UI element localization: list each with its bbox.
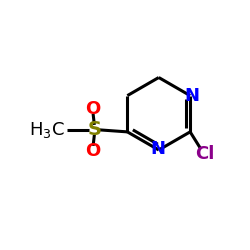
Text: N: N bbox=[185, 87, 200, 104]
Text: Cl: Cl bbox=[196, 144, 215, 162]
Text: O: O bbox=[86, 142, 101, 160]
Text: N: N bbox=[150, 140, 165, 158]
Text: O: O bbox=[86, 100, 101, 118]
Text: S: S bbox=[87, 120, 101, 139]
Text: H$_3$C: H$_3$C bbox=[28, 120, 64, 140]
